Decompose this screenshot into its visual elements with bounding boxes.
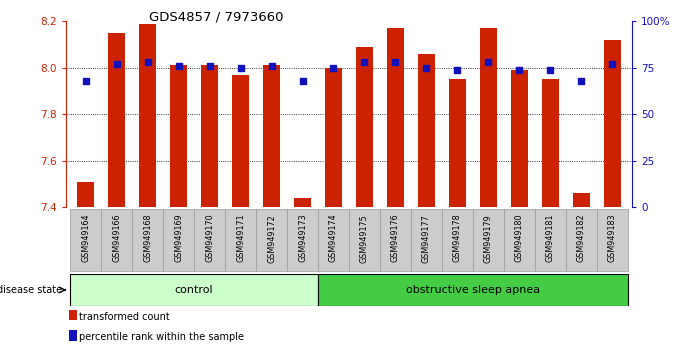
Bar [108,33,125,207]
Text: control: control [175,285,214,295]
FancyBboxPatch shape [194,209,225,271]
Point [204,63,215,69]
Bar [356,47,373,207]
Text: percentile rank within the sample: percentile rank within the sample [79,332,245,342]
FancyBboxPatch shape [256,209,287,271]
Text: GSM949182: GSM949182 [577,214,586,262]
Point [328,65,339,70]
Text: GSM949171: GSM949171 [236,214,245,262]
Bar [325,68,342,207]
Bar [201,65,218,207]
Point [266,63,277,69]
Point [235,65,246,70]
Text: GSM949175: GSM949175 [360,214,369,263]
FancyBboxPatch shape [225,209,256,271]
Bar [511,70,528,207]
Text: GSM949164: GSM949164 [82,214,91,262]
Text: GSM949178: GSM949178 [453,214,462,262]
Bar [77,182,94,207]
FancyBboxPatch shape [318,274,627,306]
Point [173,63,184,69]
Point [576,78,587,84]
Bar [139,24,156,207]
Point [111,61,122,67]
Text: GSM949183: GSM949183 [607,214,616,262]
FancyBboxPatch shape [318,209,349,271]
Bar [263,65,280,207]
FancyBboxPatch shape [287,209,318,271]
Point [359,59,370,65]
Bar [232,75,249,207]
Bar [480,28,497,207]
FancyBboxPatch shape [566,209,596,271]
FancyBboxPatch shape [380,209,411,271]
Text: GSM949174: GSM949174 [329,214,338,262]
Text: GSM949177: GSM949177 [422,214,431,263]
Text: GSM949176: GSM949176 [391,214,400,262]
FancyBboxPatch shape [70,209,102,271]
FancyBboxPatch shape [411,209,442,271]
Point [390,59,401,65]
Point [545,67,556,73]
Point [513,67,524,73]
FancyBboxPatch shape [163,209,194,271]
Bar [387,28,404,207]
Point [607,61,618,67]
Text: GSM949169: GSM949169 [174,214,183,262]
Bar [449,79,466,207]
Text: GSM949173: GSM949173 [298,214,307,262]
FancyBboxPatch shape [596,209,627,271]
Text: disease state: disease state [0,285,62,295]
FancyBboxPatch shape [504,209,535,271]
FancyBboxPatch shape [473,209,504,271]
Text: transformed count: transformed count [79,312,170,322]
Point [80,78,91,84]
Bar [294,198,311,207]
Text: GSM949181: GSM949181 [546,214,555,262]
Text: GSM949179: GSM949179 [484,214,493,263]
Point [452,67,463,73]
Point [142,59,153,65]
Point [421,65,432,70]
Bar [573,193,589,207]
FancyBboxPatch shape [442,209,473,271]
Point [483,59,494,65]
Text: GSM949168: GSM949168 [143,214,152,262]
Text: GSM949172: GSM949172 [267,214,276,263]
Bar [604,40,621,207]
Text: GSM949166: GSM949166 [112,214,121,262]
Point [297,78,308,84]
Bar [418,54,435,207]
FancyBboxPatch shape [349,209,380,271]
Text: obstructive sleep apnea: obstructive sleep apnea [406,285,540,295]
FancyBboxPatch shape [102,209,132,271]
FancyBboxPatch shape [535,209,566,271]
FancyBboxPatch shape [132,209,163,271]
Bar [170,65,187,207]
Text: GDS4857 / 7973660: GDS4857 / 7973660 [149,11,283,24]
Text: GSM949170: GSM949170 [205,214,214,262]
Bar [542,79,559,207]
FancyBboxPatch shape [70,274,318,306]
Text: GSM949180: GSM949180 [515,214,524,262]
